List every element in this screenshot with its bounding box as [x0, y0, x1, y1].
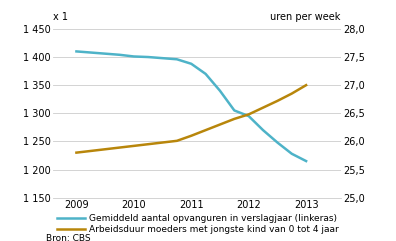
Text: Gemiddeld aantal opvanguren in verslagjaar (linkeras): Gemiddeld aantal opvanguren in verslagja…	[89, 214, 337, 223]
Text: uren per week: uren per week	[270, 12, 341, 22]
Text: Arbeidsduur moeders met jongste kind van 0 tot 4 jaar: Arbeidsduur moeders met jongste kind van…	[89, 225, 339, 234]
Text: x 1: x 1	[53, 12, 69, 22]
Text: Bron: CBS: Bron: CBS	[46, 234, 90, 241]
